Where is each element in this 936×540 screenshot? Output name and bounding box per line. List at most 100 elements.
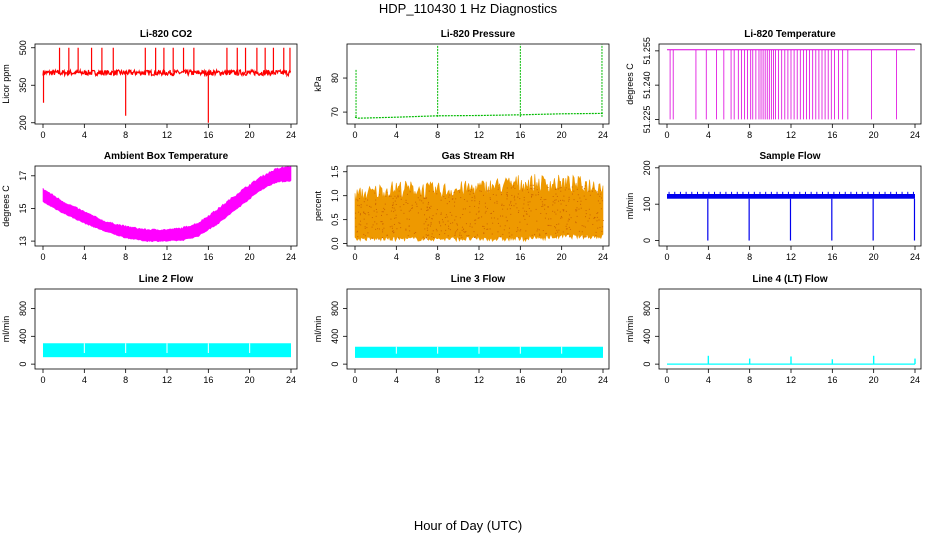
panel-5-texture-dot: [555, 199, 557, 201]
panel-5-texture-dot: [360, 224, 362, 226]
panel-5-texture-dot: [565, 204, 567, 206]
panel-5-texture-dot: [376, 223, 378, 225]
panel-5-texture-dot: [580, 203, 582, 205]
panel-5-texture-dot: [530, 184, 532, 186]
panel-5-texture-dot: [530, 196, 532, 198]
panel-5-texture-dot: [359, 198, 361, 200]
panel-3-xtick-label: 4: [706, 130, 711, 140]
panel-5-texture-dot: [424, 238, 426, 240]
panel-5-texture-dot: [575, 209, 577, 211]
panel-6-title: Sample Flow: [759, 151, 820, 162]
panel-5-texture-dot: [456, 230, 458, 232]
panel-5-texture-dot: [478, 207, 480, 209]
panel-5-texture-dot: [531, 195, 533, 197]
panel-5-texture-dot: [430, 223, 432, 225]
panel-4-frame: [34, 165, 298, 247]
panel-5-texture-dot: [423, 223, 425, 225]
panel-5-texture-dot: [454, 219, 456, 221]
panel-5-texture-dot: [356, 199, 358, 201]
panel-5-texture-dot: [394, 200, 396, 202]
panel-5-texture-dot: [544, 208, 546, 210]
panel-5-texture-dot: [492, 222, 494, 224]
panel-2-series-line: [354, 112, 604, 119]
panel-5-texture-dot: [411, 207, 413, 209]
panel-8-xtick-label: 20: [557, 375, 567, 385]
panel-5-texture-dot: [571, 193, 573, 195]
panel-5-texture-dot: [533, 188, 535, 190]
panel-9-xtick-label: 16: [827, 375, 837, 385]
panel-5-texture-dot: [408, 218, 410, 220]
panel-5-texture-dot: [515, 203, 517, 205]
panel-5-texture-dot: [585, 216, 587, 218]
panel-5-texture-dot: [405, 199, 407, 201]
panel-5-texture-dot: [429, 225, 431, 227]
panel-7-xtick-label: 16: [203, 375, 213, 385]
panel-5-texture-dot: [395, 197, 397, 199]
panel-5-texture-dot: [517, 196, 519, 198]
panel-5-texture-dot: [596, 220, 598, 222]
panel-5-texture-dot: [581, 231, 583, 233]
panel-5-texture-dot: [535, 194, 537, 196]
panel-5-texture-dot: [559, 211, 561, 213]
panel-4-xtick-label: 12: [162, 252, 172, 262]
panel-5-texture-dot: [384, 203, 386, 205]
panel-5-texture-dot: [392, 198, 394, 200]
panel-5-texture-dot: [500, 215, 502, 217]
panel-5-texture-dot: [462, 213, 464, 215]
panel-5-texture-dot: [391, 227, 393, 229]
panel-5-texture-dot: [565, 210, 567, 212]
panel-5-texture-dot: [435, 213, 437, 215]
panel-5-texture-dot: [552, 210, 554, 212]
panel-5-ytick-label: 1.0: [330, 189, 340, 202]
panel-5-texture-dot: [415, 232, 417, 234]
panel-3-xtick-label: 12: [786, 130, 796, 140]
panel-7-ytick-label: 800: [18, 301, 28, 316]
panel-5-texture-dot: [481, 216, 483, 218]
panel-5-texture-dot: [530, 187, 532, 189]
panel-5-texture-dot: [597, 193, 599, 195]
panel-5-texture-dot: [408, 225, 410, 227]
panel-5-texture-dot: [474, 219, 476, 221]
panel-5-texture-dot: [516, 231, 518, 233]
panel-5-texture-dot: [517, 211, 519, 213]
panel-5-texture-dot: [560, 203, 562, 205]
panel-5-texture-dot: [464, 208, 466, 210]
panel-5-texture-dot: [542, 205, 544, 207]
panel-5-ytick-label: 1.5: [330, 165, 340, 178]
panel-5-texture-dot: [366, 227, 368, 229]
panel-5-texture-dot: [583, 236, 585, 238]
panel-5-texture-dot: [475, 213, 477, 215]
panel-5-texture-dot: [367, 232, 369, 234]
panel-5-texture-dot: [425, 197, 427, 199]
panel-5-texture-dot: [399, 222, 401, 224]
panel-5-texture-dot: [394, 209, 396, 211]
panel-5-texture-dot: [422, 202, 424, 204]
panel-5-texture-dot: [427, 234, 429, 236]
panel-5-texture-dot: [463, 199, 465, 201]
panel-5-texture-dot: [363, 212, 365, 214]
panel-5-texture-dot: [405, 229, 407, 231]
panel-5-texture-dot: [384, 209, 386, 211]
panel-5-texture-dot: [536, 220, 538, 222]
panel-5-texture-dot: [583, 225, 585, 227]
panel-5-texture-dot: [537, 194, 539, 196]
panel-5-texture-dot: [596, 191, 598, 193]
panel-6-xtick-label: 24: [910, 252, 920, 262]
panel-5-texture-dot: [394, 217, 396, 219]
panel-5-texture-dot: [589, 194, 591, 196]
panel-5-texture-dot: [444, 233, 446, 235]
panel-5-texture-dot: [430, 222, 432, 224]
panel-5-texture-dot: [544, 217, 546, 219]
panel-4-title: Ambient Box Temperature: [104, 151, 229, 162]
panel-5-texture-dot: [413, 232, 415, 234]
panel-5-texture-dot: [489, 197, 491, 199]
panel-6-ylabel: ml/min: [625, 193, 635, 220]
panel-5-texture-dot: [598, 219, 600, 221]
panel-5-texture-dot: [559, 187, 561, 189]
panel-5-texture-dot: [355, 217, 357, 219]
panel-5-texture-dot: [585, 236, 587, 238]
panel-5-texture-dot: [518, 237, 520, 239]
panel-5-texture-dot: [436, 209, 438, 211]
panel-5-texture-dot: [393, 207, 395, 209]
panel-5-texture-dot: [474, 200, 476, 202]
